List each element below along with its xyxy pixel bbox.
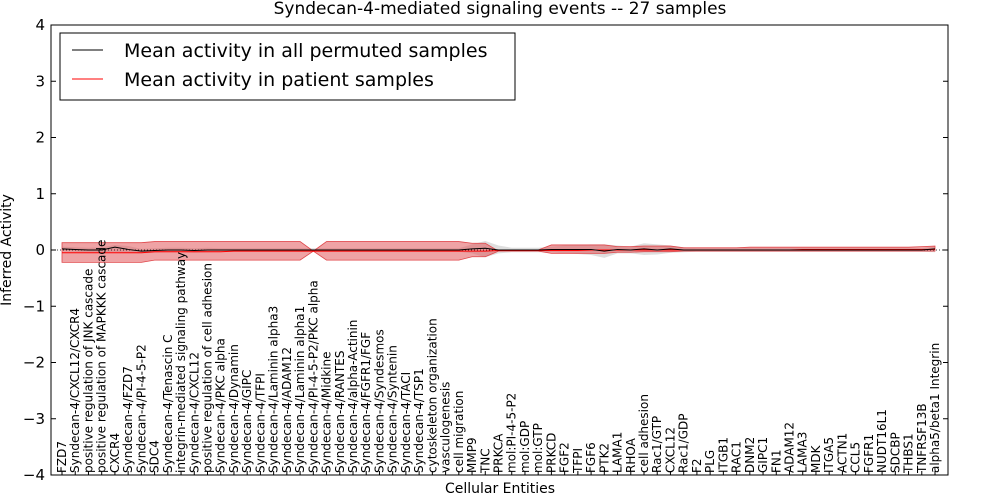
x-tick-label: Rac1/GDP <box>677 414 691 473</box>
x-tick-label: TFPI <box>571 448 585 474</box>
y-tick-label: 3 <box>35 72 45 90</box>
x-tick-label: Syndecan-4/PI-4-5-P2 <box>134 344 148 473</box>
x-tick-label: FGF6 <box>584 442 598 473</box>
legend: Mean activity in all permuted samples Me… <box>59 32 516 101</box>
x-tick-label: PRKCA <box>492 433 506 473</box>
x-tick-label: MMP9 <box>465 437 479 473</box>
x-tick-label: DNM2 <box>743 437 757 473</box>
x-tick-label: Syndecan-4/TACI <box>399 372 413 473</box>
x-tick-label: SDC4 <box>148 440 162 473</box>
x-tick-label: LAMA3 <box>796 432 810 473</box>
legend-box <box>59 32 516 101</box>
x-tick-label: cell adhesion <box>637 394 651 473</box>
y-tick-label: 2 <box>35 129 45 147</box>
x-tick-label: Syndecan-4/GIPC <box>240 370 254 473</box>
x-tick-label: Syndecan-4/Syntenin <box>386 345 400 473</box>
x-tick-label: LAMA1 <box>611 432 625 473</box>
x-tick-label: Syndecan-4/alpha-Actinin <box>346 320 360 473</box>
x-tick-label: ITGB1 <box>716 437 730 473</box>
x-tick-label: Syndecan-4/FGFR1/FGF <box>359 332 373 473</box>
y-tick-label: −3 <box>23 410 45 428</box>
x-tick-label: PLG <box>703 450 717 473</box>
x-tick-label: Syndecan-4/TSP1 <box>412 368 426 473</box>
x-tick-label: Syndecan-4/FZD7 <box>121 366 135 473</box>
x-tick-label: GIPC1 <box>756 437 770 473</box>
x-tick-label: CXCL12 <box>663 427 677 473</box>
x-tick-label: Syndecan-4/Midkine <box>320 352 334 473</box>
x-tick-label: NUDT16L1 <box>875 409 889 473</box>
x-tick-label: cytoskeleton organization <box>425 318 439 473</box>
x-tick-label: CXCR4 <box>108 433 122 473</box>
x-tick-label: MDK <box>809 444 823 473</box>
x-tick-label: Syndecan-4/RANTES <box>333 351 347 473</box>
x-tick-label: F2 <box>690 458 704 473</box>
x-tick-label: Syndecan-4/CXCL12/CXCR4 <box>68 308 82 473</box>
legend-label-patient: Mean activity in patient samples <box>124 69 434 91</box>
x-tick-label: Syndecan-4/PI-4-5-P2/PKC alpha <box>306 280 320 473</box>
y-tick-label: 1 <box>35 185 45 203</box>
y-tick-label: −4 <box>23 466 45 484</box>
x-tick-label: PTK2 <box>597 443 611 473</box>
axes: −4 −3 −2 −1 0 1 2 3 4 FZD7 Syndecan-4/CXCL12/CXCR4… <box>23 16 949 484</box>
x-tick-label: Syndecan-4/CXCL12 <box>187 352 201 473</box>
x-tick-label: Syndecan-4/Laminin alpha1 <box>293 306 307 473</box>
x-tick-label: integrin-mediated signaling pathway <box>174 252 188 473</box>
x-tick-label: RHOA <box>624 437 638 473</box>
x-tick-label: FZD7 <box>55 441 69 473</box>
y-tick-label: 4 <box>35 16 45 34</box>
x-tick-label: Syndecan-4/Dynamin <box>227 344 241 473</box>
x-tick-label: vasculogenesis <box>439 382 453 473</box>
y-tick-label: 0 <box>35 241 45 259</box>
x-tick-label: Syndecan-4/Tenascin C <box>161 334 175 473</box>
x-tick-label: Rac1/GTP <box>650 416 664 473</box>
x-tick-label: ADAM12 <box>783 422 797 473</box>
x-tick-label: FGFR1 <box>862 434 876 473</box>
x-tick-label: cell migration <box>452 391 466 473</box>
y-tick-label: −1 <box>23 297 45 315</box>
x-tick-label: Syndecan-4/TFPI <box>253 373 267 473</box>
legend-label-permuted: Mean activity in all permuted samples <box>124 40 487 62</box>
y-axis-label: Inferred Activity <box>0 194 15 306</box>
x-tick-label: PRKCD <box>544 433 558 473</box>
x-tick-label: ACTN1 <box>835 433 849 473</box>
permuted-band <box>62 241 935 258</box>
x-tick-label: RAC1 <box>730 441 744 473</box>
x-tick-label: TNFRSF13B <box>915 403 929 474</box>
x-tick-label: positive regulation of cell adhesion <box>201 263 215 473</box>
x-tick-label: CCL5 <box>849 442 863 473</box>
x-tick-label: SDCBP <box>888 432 902 473</box>
y-tick-label: −2 <box>23 354 45 372</box>
x-axis-label: Cellular Entities <box>445 481 555 497</box>
x-tick-label: Syndecan-4/ADAM12 <box>280 347 294 473</box>
x-tick-label: ITGA5 <box>822 437 836 473</box>
x-tick-label: mol:PI-4-5-P2 <box>505 393 519 473</box>
x-tick-label: Syndecan-4/PKC alpha <box>214 338 228 473</box>
chart-title: Syndecan-4-mediated signaling events -- … <box>274 0 727 19</box>
x-tick-label: positive regulation of MAPKKK cascade <box>95 240 109 473</box>
x-tick-label: Syndecan-4/Laminin alpha3 <box>267 306 281 473</box>
patient-band <box>61 241 936 263</box>
x-tick-label: alpha5/beta1 Integrin <box>928 343 942 473</box>
x-tick-label: mol:GDP <box>518 421 532 473</box>
x-tick-label: TNC <box>478 448 492 474</box>
x-tick-label: mol:GTP <box>531 423 545 473</box>
series-line-permuted <box>61 246 936 252</box>
x-tick-label: THBS1 <box>902 433 916 474</box>
x-tick-label: Syndecan-4/Syndesmos <box>372 329 386 473</box>
x-tick-label: positive regulation of JNK cascade <box>81 269 95 473</box>
x-tick-label: FGF2 <box>558 442 572 473</box>
x-tick-label: FN1 <box>769 449 783 473</box>
plot-area <box>51 241 948 263</box>
